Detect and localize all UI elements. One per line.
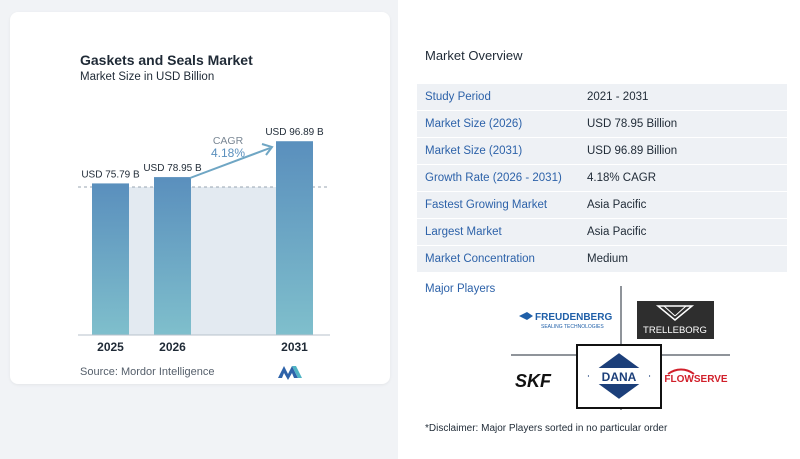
freudenberg-logo: FREUDENBERG SEALING TECHNOLOGIES <box>519 312 612 330</box>
skf-logo: SKF <box>515 371 552 391</box>
overview-label: Market Size (2031) <box>425 145 523 157</box>
svg-text:SKF: SKF <box>515 371 552 391</box>
overview-row-market-size-2031: Market Size (2031) USD 96.89 Billion <box>417 138 787 164</box>
overview-row-growth-rate: Growth Rate (2026 - 2031) 4.18% CAGR <box>417 165 787 191</box>
overview-value: 2021 - 2031 <box>587 91 649 103</box>
bar-value-label: USD 96.89 B <box>265 127 324 138</box>
cagr-arrowhead <box>261 143 274 156</box>
mordor-logo-icon <box>278 366 302 380</box>
cagr-label: CAGR <box>213 135 244 147</box>
overview-value: USD 96.89 Billion <box>587 145 678 157</box>
x-tick-label: 2031 <box>281 340 308 354</box>
overview-value: Asia Pacific <box>587 199 647 211</box>
overview-value: USD 78.95 Billion <box>587 118 678 130</box>
svg-text:TRELLEBORG: TRELLEBORG <box>643 325 707 336</box>
overview-row-market-size-2026: Market Size (2026) USD 78.95 Billion <box>417 111 787 137</box>
flowserve-logo: FLOWSERVE <box>664 368 728 385</box>
cagr-value: 4.18% <box>211 146 245 160</box>
overview-value: Asia Pacific <box>587 226 647 238</box>
overview-row-study-period: Study Period 2021 - 2031 <box>417 84 787 110</box>
overview-label: Growth Rate (2026 - 2031) <box>425 172 562 184</box>
overview-row-concentration: Market Concentration Medium <box>417 246 787 272</box>
svg-text:DANA: DANA <box>602 370 637 384</box>
disclaimer-text: *Disclaimer: Major Players sorted in no … <box>425 423 668 434</box>
x-tick-label: 2025 <box>97 340 124 354</box>
cagr-arrow <box>189 147 271 179</box>
svg-text:FREUDENBERG: FREUDENBERG <box>535 312 612 323</box>
bar-value-label: USD 78.95 B <box>143 163 202 174</box>
overview-value: 4.18% CAGR <box>587 172 657 184</box>
x-tick-label: 2026 <box>159 340 186 354</box>
overview-label: Largest Market <box>425 226 502 238</box>
overview-row-largest-market: Largest Market Asia Pacific <box>417 219 787 245</box>
svg-text:SEALING TECHNOLOGIES: SEALING TECHNOLOGIES <box>541 324 604 330</box>
trelleborg-logo: TRELLEBORG <box>637 301 714 339</box>
overview-label: Market Concentration <box>425 253 535 265</box>
bar-value-label: USD 75.79 B <box>81 169 140 180</box>
growth-band <box>129 187 277 335</box>
overview-label: Market Size (2026) <box>425 118 523 130</box>
overview-value: Medium <box>587 253 628 265</box>
overview-title: Market Overview <box>425 48 523 63</box>
major-players-title: Major Players <box>425 283 496 295</box>
chart-subtitle: Market Size in USD Billion <box>80 71 215 83</box>
svg-text:FLOWSERVE: FLOWSERVE <box>664 374 727 385</box>
source-text: Source: Mordor Intelligence <box>80 366 215 378</box>
dana-logo: DANA <box>576 344 662 409</box>
bar-2026 <box>154 177 191 335</box>
overview-label: Study Period <box>425 91 491 103</box>
overview-row-fastest-growing: Fastest Growing Market Asia Pacific <box>417 192 787 218</box>
chart-title: Gaskets and Seals Market <box>80 52 253 68</box>
bar-chart: USD 75.79 B 2025 USD 78.95 B 2026 USD 96.89 … <box>78 127 330 354</box>
bar-2031 <box>276 141 313 335</box>
bar-2025 <box>92 183 129 335</box>
overview-label: Fastest Growing Market <box>425 199 548 211</box>
